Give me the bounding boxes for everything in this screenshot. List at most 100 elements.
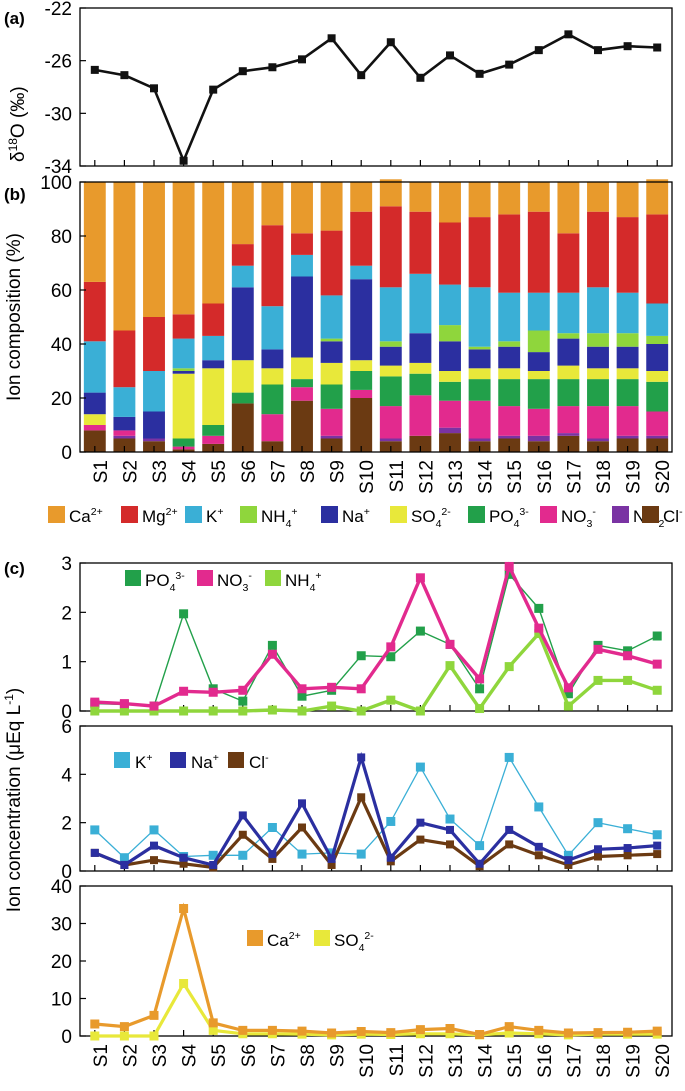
bar-NO3 bbox=[587, 406, 609, 439]
data-point-Cl bbox=[150, 856, 158, 865]
data-point-SO4 bbox=[445, 1029, 455, 1039]
bar-Mg bbox=[143, 317, 165, 371]
y-tick-label: 0 bbox=[61, 1027, 72, 1048]
bar-Na bbox=[646, 344, 669, 371]
bar-NO3 bbox=[646, 411, 669, 436]
data-point-NH4 bbox=[504, 662, 514, 672]
data-point-Na bbox=[298, 799, 306, 808]
x-tick-label: S13 bbox=[446, 460, 467, 494]
plot-frame bbox=[79, 7, 673, 167]
data-point-Ca bbox=[119, 1022, 129, 1032]
data-point-NO3 bbox=[149, 701, 159, 711]
bar-K bbox=[527, 292, 550, 331]
bar-NO3 bbox=[498, 406, 521, 436]
data-point-Cl bbox=[268, 854, 277, 863]
data-point-Na bbox=[446, 825, 454, 834]
legend-label-SO4: SO42- bbox=[334, 930, 374, 954]
plot-frame bbox=[79, 562, 673, 712]
bar-Mg bbox=[291, 233, 313, 255]
data-point-Cl bbox=[238, 830, 247, 839]
data-point-Na bbox=[564, 856, 573, 865]
legend-swatch-K bbox=[114, 752, 130, 768]
x-tick-label: S7 bbox=[268, 460, 289, 483]
data-point-d18O bbox=[623, 42, 632, 51]
x-tick-label: S3 bbox=[150, 1044, 171, 1067]
data-point-PO4 bbox=[386, 652, 396, 662]
x-tick-label: S6 bbox=[239, 1044, 260, 1067]
legend-label-PO4: PO43- bbox=[145, 570, 185, 594]
legend-label-NO3: NO3- bbox=[217, 570, 252, 594]
data-point-Cl bbox=[505, 840, 514, 849]
bar-NO3 bbox=[409, 395, 432, 436]
bar-Na bbox=[261, 349, 284, 369]
data-point-Ca bbox=[504, 1022, 514, 1032]
data-point-Ca bbox=[238, 1025, 248, 1035]
bar-Na bbox=[231, 287, 254, 361]
data-point-d18O bbox=[268, 63, 277, 72]
x-tick-label: S10 bbox=[357, 1044, 378, 1078]
bar-Ca bbox=[113, 182, 136, 331]
label-part: δ bbox=[8, 151, 29, 162]
bar-Ca bbox=[143, 182, 165, 317]
data-point-d18O bbox=[534, 46, 543, 55]
data-point-K bbox=[149, 825, 159, 835]
bar-PO4 bbox=[261, 384, 284, 415]
bar-PO4 bbox=[498, 379, 521, 407]
x-tick-label: S1 bbox=[91, 460, 112, 483]
data-point-K bbox=[238, 850, 248, 860]
data-point-NO3 bbox=[475, 674, 485, 684]
ion-base: NH bbox=[261, 507, 286, 526]
plot-frame bbox=[79, 725, 673, 872]
data-point-Ca bbox=[356, 1027, 366, 1036]
bar-Mg bbox=[83, 281, 106, 342]
y-tick-label: 0 bbox=[61, 862, 72, 883]
bar-K bbox=[202, 335, 225, 361]
data-point-d18O bbox=[564, 30, 573, 39]
x-tick-label: S2 bbox=[120, 1044, 141, 1067]
legend-swatch-NH4 bbox=[240, 506, 257, 523]
bar-Mg bbox=[261, 225, 284, 307]
series-line-NH4 bbox=[94, 630, 658, 714]
bar-PO4 bbox=[468, 379, 491, 401]
bar-Cl bbox=[113, 438, 136, 452]
bar-Mg bbox=[172, 314, 195, 339]
bar-Na bbox=[439, 341, 461, 371]
bar-Cl bbox=[616, 438, 639, 452]
bar-PO4 bbox=[291, 379, 313, 388]
bar-Na bbox=[113, 416, 136, 431]
bar-Mg bbox=[379, 206, 402, 288]
data-point-NO3 bbox=[179, 686, 189, 696]
data-point-Na bbox=[416, 818, 425, 827]
data-point-Cl bbox=[534, 851, 543, 860]
bar-SO4 bbox=[498, 368, 521, 380]
ion-base: PO bbox=[489, 507, 514, 526]
bar-Cl bbox=[557, 435, 580, 452]
data-point-K bbox=[445, 814, 455, 824]
bar-K bbox=[616, 292, 639, 334]
bar-PO4 bbox=[350, 371, 373, 390]
data-point-K bbox=[356, 849, 366, 859]
bar-PO4 bbox=[439, 381, 461, 401]
data-point-NH4 bbox=[208, 706, 218, 716]
data-point-Na bbox=[120, 860, 129, 869]
y-tick-label: 0 bbox=[61, 443, 72, 464]
x-tick-label: S15 bbox=[505, 460, 526, 494]
data-point-K bbox=[415, 762, 425, 772]
bar-NO2 bbox=[379, 438, 402, 442]
data-point-Na bbox=[238, 811, 247, 820]
data-point-K bbox=[652, 830, 662, 840]
bar-Cl bbox=[409, 435, 432, 452]
x-tick-label: S2 bbox=[120, 460, 141, 483]
legend-swatch-Na bbox=[321, 506, 338, 523]
x-tick-label: S14 bbox=[476, 460, 497, 494]
ion-subscript: 2 bbox=[659, 518, 665, 530]
ion-base: Cl bbox=[249, 753, 265, 772]
data-point-NH4 bbox=[475, 704, 485, 714]
ion-subscript: 3 bbox=[243, 582, 249, 594]
data-point-NO3 bbox=[563, 683, 573, 693]
ion-superscript: 2+ bbox=[91, 506, 103, 518]
data-point-NH4 bbox=[297, 706, 307, 716]
data-point-Na bbox=[534, 842, 543, 851]
